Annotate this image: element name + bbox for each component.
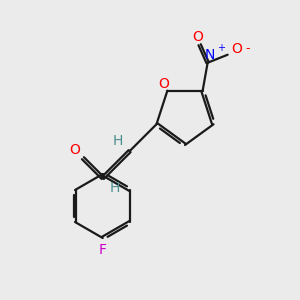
Text: O: O [70, 143, 80, 157]
Text: -: - [245, 42, 250, 55]
Text: O: O [231, 42, 242, 56]
Text: N: N [204, 48, 215, 62]
Text: F: F [99, 243, 107, 257]
Text: H: H [112, 134, 123, 148]
Text: +: + [217, 43, 225, 53]
Text: O: O [158, 77, 169, 91]
Text: O: O [192, 30, 203, 44]
Text: H: H [110, 181, 120, 195]
